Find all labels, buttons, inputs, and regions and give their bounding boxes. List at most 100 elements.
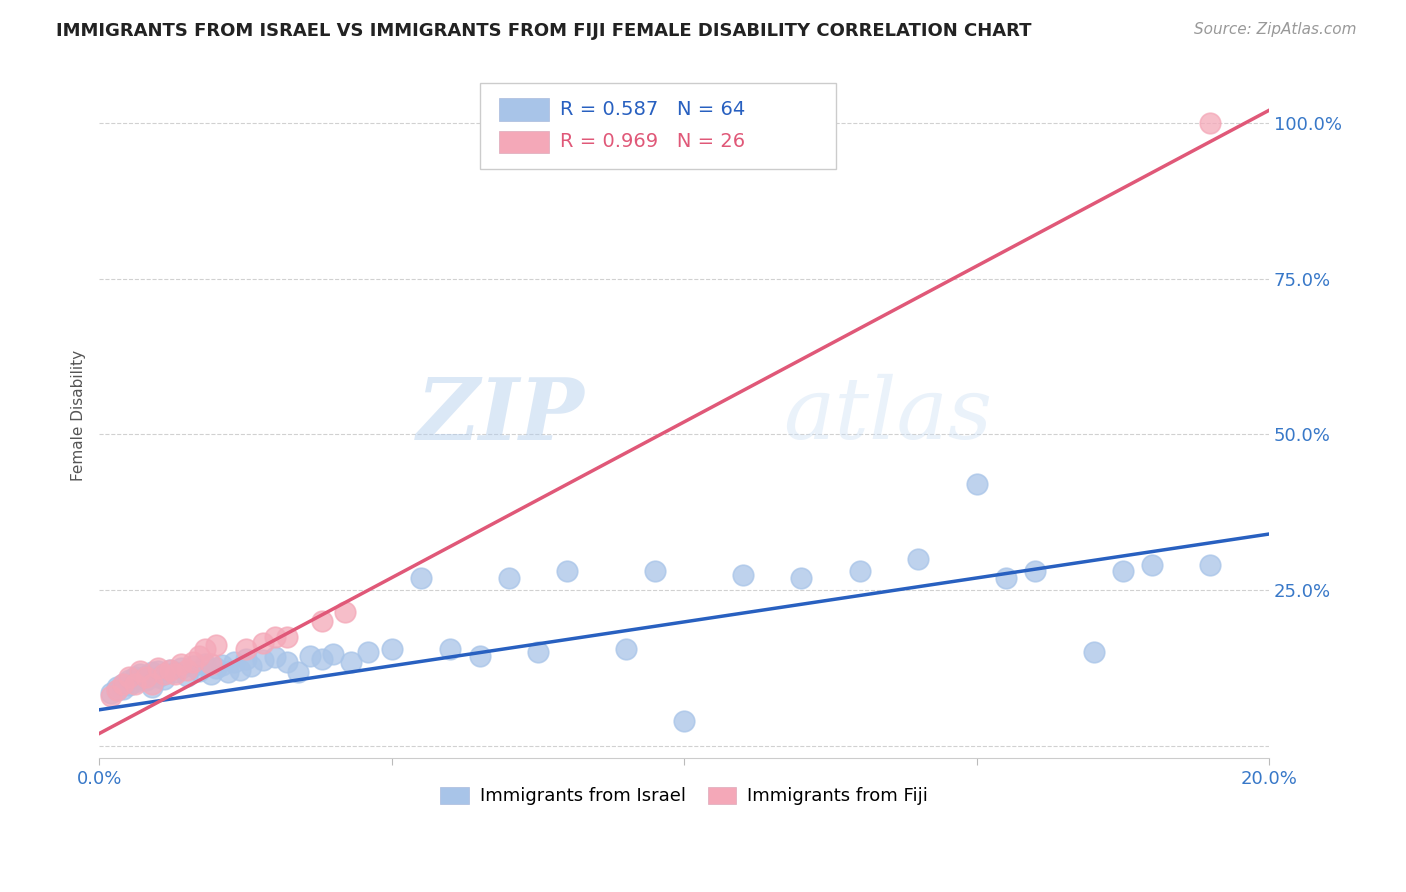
- Point: [105, 682, 128, 697]
- Text: atlas: atlas: [783, 375, 993, 457]
- Point: [187, 648, 209, 663]
- Point: [124, 675, 146, 690]
- Point: [141, 665, 163, 680]
- Point: [135, 673, 157, 687]
- Point: [159, 663, 181, 677]
- Point: [229, 663, 252, 677]
- Point: [381, 642, 404, 657]
- Point: [498, 571, 520, 585]
- Point: [966, 477, 988, 491]
- Point: [252, 636, 274, 650]
- Point: [211, 657, 233, 672]
- Point: [1083, 645, 1105, 659]
- Point: [848, 565, 870, 579]
- Point: [200, 667, 222, 681]
- Point: [100, 689, 122, 703]
- Point: [129, 664, 152, 678]
- Point: [311, 651, 333, 665]
- Point: [170, 657, 193, 671]
- Point: [527, 645, 550, 659]
- Point: [146, 664, 169, 678]
- Point: [152, 667, 174, 681]
- Point: [1199, 116, 1222, 130]
- Point: [194, 657, 217, 671]
- Point: [217, 665, 239, 680]
- Point: [790, 571, 813, 585]
- Point: [129, 672, 152, 686]
- Point: [100, 686, 122, 700]
- Point: [731, 567, 754, 582]
- Point: [322, 647, 344, 661]
- Point: [124, 676, 146, 690]
- Point: [235, 651, 257, 665]
- Point: [176, 663, 198, 677]
- Point: [129, 667, 152, 681]
- Point: [222, 655, 245, 669]
- Point: [124, 670, 146, 684]
- Point: [152, 672, 174, 686]
- Point: [170, 661, 193, 675]
- Point: [146, 670, 169, 684]
- Point: [135, 669, 157, 683]
- Point: [644, 565, 666, 579]
- Point: [1024, 565, 1046, 579]
- Point: [276, 655, 298, 669]
- Point: [298, 648, 321, 663]
- Point: [555, 565, 578, 579]
- Point: [357, 645, 380, 659]
- FancyBboxPatch shape: [499, 130, 548, 153]
- Point: [333, 605, 356, 619]
- Point: [263, 650, 285, 665]
- Point: [165, 667, 187, 681]
- Point: [468, 648, 491, 663]
- Point: [311, 614, 333, 628]
- Point: [111, 681, 134, 696]
- Point: [673, 714, 696, 728]
- Point: [263, 630, 285, 644]
- Point: [614, 642, 637, 657]
- Text: Source: ZipAtlas.com: Source: ZipAtlas.com: [1194, 22, 1357, 37]
- Point: [1112, 565, 1135, 579]
- Point: [118, 673, 141, 688]
- Point: [994, 571, 1017, 585]
- Point: [176, 669, 198, 683]
- Text: R = 0.969   N = 26: R = 0.969 N = 26: [560, 132, 745, 151]
- Point: [105, 682, 128, 697]
- Point: [146, 661, 169, 675]
- Point: [105, 680, 128, 694]
- Point: [165, 665, 187, 680]
- Text: IMMIGRANTS FROM ISRAEL VS IMMIGRANTS FROM FIJI FEMALE DISABILITY CORRELATION CHA: IMMIGRANTS FROM ISRAEL VS IMMIGRANTS FRO…: [56, 22, 1032, 40]
- Point: [340, 655, 363, 669]
- Point: [1140, 558, 1163, 573]
- Point: [159, 663, 181, 677]
- Text: ZIP: ZIP: [418, 374, 585, 458]
- Point: [181, 655, 204, 669]
- Point: [240, 659, 263, 673]
- Legend: Immigrants from Israel, Immigrants from Fiji: Immigrants from Israel, Immigrants from …: [432, 778, 938, 814]
- Point: [187, 664, 209, 678]
- Point: [409, 571, 432, 585]
- FancyBboxPatch shape: [479, 83, 837, 169]
- Point: [194, 642, 217, 657]
- Point: [205, 661, 228, 675]
- Point: [111, 676, 134, 690]
- Point: [200, 657, 222, 671]
- Point: [141, 676, 163, 690]
- Point: [118, 678, 141, 692]
- Point: [907, 552, 929, 566]
- Point: [1199, 558, 1222, 573]
- Y-axis label: Female Disability: Female Disability: [72, 350, 86, 481]
- Point: [111, 676, 134, 690]
- FancyBboxPatch shape: [499, 98, 548, 121]
- Point: [287, 665, 309, 680]
- Point: [181, 659, 204, 673]
- Point: [135, 670, 157, 684]
- Text: R = 0.587   N = 64: R = 0.587 N = 64: [560, 100, 745, 119]
- Point: [152, 667, 174, 681]
- Point: [276, 630, 298, 644]
- Point: [439, 642, 461, 657]
- Point: [235, 642, 257, 657]
- Point: [252, 653, 274, 667]
- Point: [118, 670, 141, 684]
- Point: [141, 680, 163, 694]
